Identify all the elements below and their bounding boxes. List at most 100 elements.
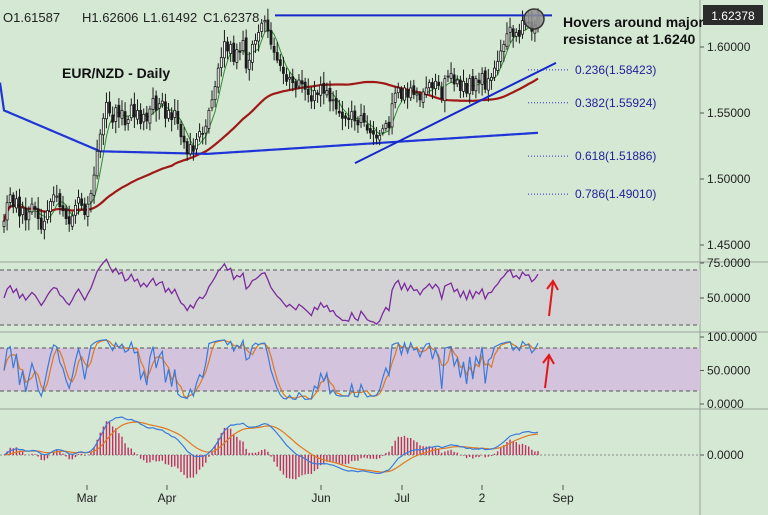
candle (449, 62, 453, 83)
candle (95, 139, 99, 180)
candle (33, 201, 37, 218)
candle-body (235, 49, 239, 63)
stoch-tick-label: 100.0000 (707, 330, 757, 344)
candle (275, 42, 279, 64)
candle-body (316, 92, 319, 95)
candle-body (67, 216, 71, 225)
candle-body (350, 111, 354, 120)
candle (86, 196, 90, 227)
candle (375, 126, 378, 145)
candle-body (198, 131, 201, 138)
stochastic-panel: 100.0000 50.0000 0.0000 (0, 330, 768, 411)
candle-body (434, 80, 437, 90)
candle (257, 24, 260, 52)
candle (288, 72, 292, 91)
candle (142, 108, 146, 131)
candle-body (272, 45, 276, 53)
stochastic-k-line (3, 338, 539, 401)
price-y-axis: 1.60000 1.55000 1.50000 1.45000 (700, 40, 751, 252)
fib-level-label: 0.618(1.51886) (575, 149, 656, 163)
candle (359, 103, 363, 128)
candle-body (210, 99, 214, 109)
x-tick-label: Jun (311, 491, 330, 505)
candle-body (46, 210, 49, 220)
candle (372, 121, 375, 145)
x-tick-label: 2 (479, 491, 486, 505)
candle-body (167, 109, 170, 119)
candle (5, 195, 9, 231)
x-tick-label: Jul (394, 491, 409, 505)
candle (443, 75, 447, 113)
candle (55, 184, 59, 203)
candle (508, 17, 512, 43)
candle-body (129, 104, 133, 119)
candle (195, 133, 198, 155)
candle-body (508, 26, 512, 33)
candle (15, 190, 18, 213)
candle-body (216, 67, 220, 88)
candle (322, 71, 326, 105)
candle (362, 105, 366, 127)
candle-body (409, 87, 413, 99)
candle (452, 67, 456, 92)
candle (83, 197, 87, 220)
candle (272, 37, 276, 61)
candle (164, 93, 167, 128)
candle-body (396, 87, 400, 94)
candle (185, 138, 189, 161)
candle (285, 67, 288, 86)
candle-body (232, 42, 236, 62)
candle-body (226, 41, 229, 52)
candle-body (393, 92, 397, 103)
candle (421, 88, 425, 109)
candle (254, 33, 257, 53)
candle-body (328, 87, 332, 102)
price-tick-label: 1.50000 (707, 172, 751, 186)
candle (77, 189, 80, 215)
candle (490, 72, 493, 90)
resistance-highlight-circle (523, 8, 545, 30)
candle (210, 90, 214, 112)
candle-body (89, 193, 93, 203)
candle-body (2, 220, 6, 227)
candle (350, 100, 354, 128)
candle (263, 15, 267, 33)
candle-body (288, 76, 292, 80)
rsi-tick-label: 75.0000 (707, 256, 751, 270)
stochastic-d-line (3, 339, 539, 400)
x-tick-label: Mar (77, 491, 98, 505)
stochastic-y-axis: 100.0000 50.0000 0.0000 (700, 330, 757, 411)
candle (219, 47, 223, 77)
candle (145, 105, 149, 130)
candle-body (136, 109, 139, 120)
candle-body (98, 133, 102, 152)
candle (328, 80, 332, 112)
x-tick-label: Apr (158, 491, 177, 505)
candle (313, 80, 316, 110)
candle (27, 206, 31, 231)
candle-body (282, 66, 285, 74)
candle (148, 105, 152, 131)
fib-level-label: 0.786(1.49010) (575, 187, 656, 201)
candle-body (462, 80, 465, 92)
candle-body (266, 19, 270, 32)
candle-body (257, 32, 260, 42)
candle-body (521, 20, 524, 35)
candle-body (191, 145, 195, 152)
candle (393, 86, 397, 109)
candle (204, 119, 208, 145)
candle-body (238, 50, 242, 53)
candle (74, 199, 77, 224)
candle-body (306, 89, 310, 95)
candle (139, 103, 143, 130)
candle (390, 92, 394, 135)
candle-body (446, 75, 450, 78)
candle (325, 82, 329, 98)
candle-body (502, 43, 506, 53)
candle (511, 25, 515, 48)
candle-body (182, 135, 186, 143)
candles (2, 8, 540, 240)
candle-body (511, 28, 515, 37)
candle (250, 40, 254, 71)
